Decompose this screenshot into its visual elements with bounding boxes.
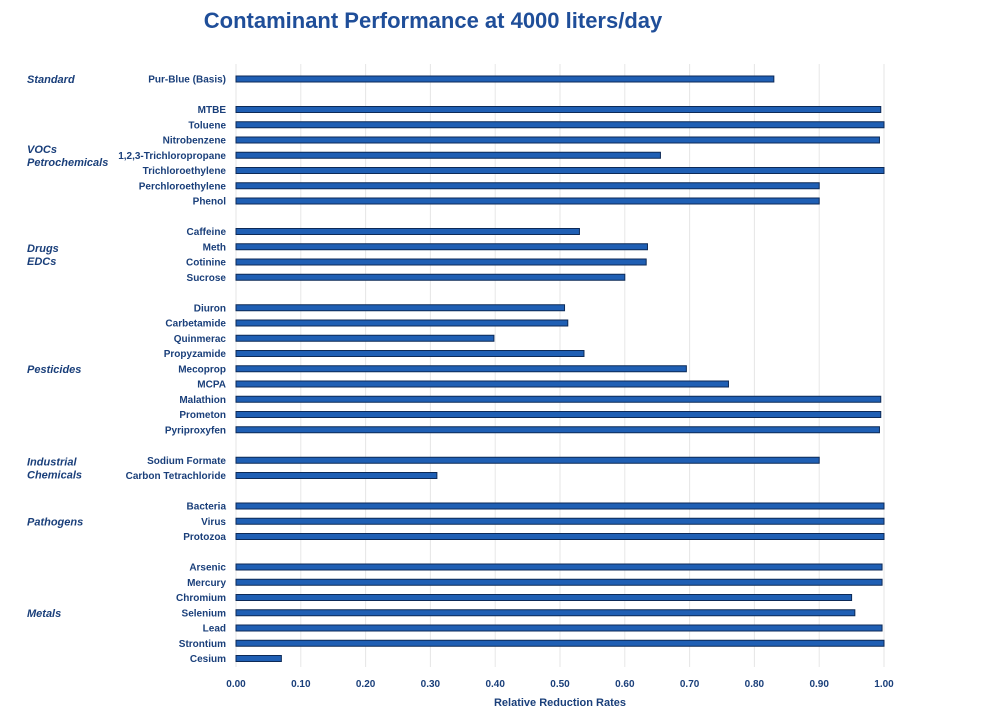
group-label: Petrochemicals [27,157,108,169]
bar [235,639,885,647]
bar [235,624,883,632]
bar [235,75,775,83]
category-label: Mercury [187,578,226,589]
bar [235,411,882,418]
x-tick-label: 0.80 [745,679,765,690]
x-tick-label: 0.30 [421,679,441,690]
bar [235,273,626,281]
category-label: Diuron [194,303,226,314]
chart-title: Contaminant Performance at 4000 liters/d… [203,8,663,33]
bar [235,243,648,251]
bar [235,151,661,159]
category-label: Arsenic [189,563,226,574]
x-tick-label: 0.60 [615,679,635,690]
bar [235,502,885,510]
category-label: Mecoprop [178,364,226,375]
x-tick-label: 0.50 [550,679,570,690]
bar [235,655,282,662]
category-label: Phenol [193,197,227,208]
category-label: Propyzamide [164,349,227,360]
x-tick-label: 0.10 [291,679,311,690]
category-label: Strontium [179,639,226,650]
bar [235,167,885,174]
bar [235,456,820,464]
category-label: Chromium [176,593,226,604]
category-label: Quinmerac [174,334,227,345]
bar [235,136,880,144]
bar [235,304,566,312]
category-label: Nitrobenzene [163,136,227,147]
category-label: Sodium Formate [147,456,226,467]
bar [235,197,820,205]
category-label: 1,2,3-Trichloropropane [118,151,226,162]
category-label: Selenium [182,608,227,619]
category-label: Pyriproxyfen [165,425,226,436]
group-label: Industrial [27,456,77,468]
x-tick-label: 0.00 [226,679,246,690]
bar [235,106,882,113]
category-label: Toluene [188,120,226,131]
bar [235,334,495,342]
group-label: EDCs [27,256,56,268]
category-label: Cesium [190,654,226,665]
category-label: Bacteria [187,502,227,513]
x-tick-label: 0.90 [809,679,829,690]
category-label: Carbon Tetrachloride [126,471,227,482]
bar [235,182,820,190]
bar [235,350,585,357]
x-tick-label: 1.00 [874,679,894,690]
category-label: MCPA [197,380,226,391]
bar [235,533,885,540]
bar [235,228,580,235]
bar [235,380,729,388]
category-label: Perchloroethylene [139,181,227,192]
bar [235,578,883,586]
bar [235,365,687,373]
group-label: Metals [27,608,61,620]
x-tick-label: 0.70 [680,679,700,690]
category-label: Protozoa [183,532,226,543]
x-axis-title: Relative Reduction Rates [494,697,626,709]
category-label: Carbetamide [165,319,226,330]
category-label: Meth [203,242,226,253]
category-label: Lead [203,624,226,635]
bar [235,609,856,617]
category-label: Caffeine [187,227,227,238]
bar [235,426,880,434]
category-label: Cotinine [186,258,226,269]
bar [235,517,885,525]
category-label: Trichloroethylene [143,166,227,177]
x-tick-label: 0.40 [485,679,505,690]
bar [235,472,438,479]
group-label: Pesticides [27,364,81,376]
bar [235,319,569,327]
group-label: Chemicals [27,469,82,481]
bar [235,395,882,403]
bar [235,121,885,129]
x-tick-label: 0.20 [356,679,376,690]
bar [235,563,883,571]
group-label: VOCs [27,144,57,156]
category-label: Sucrose [187,273,227,284]
category-label: Virus [201,517,226,528]
group-label: Drugs [27,243,59,255]
bar [235,594,853,601]
category-label: Pur-Blue (Basis) [148,75,226,86]
category-label: Prometon [179,410,226,421]
bar [235,258,647,266]
group-label: Pathogens [27,516,83,528]
category-label: MTBE [198,105,227,116]
group-label: Standard [27,74,75,86]
category-label: Malathion [179,395,226,406]
